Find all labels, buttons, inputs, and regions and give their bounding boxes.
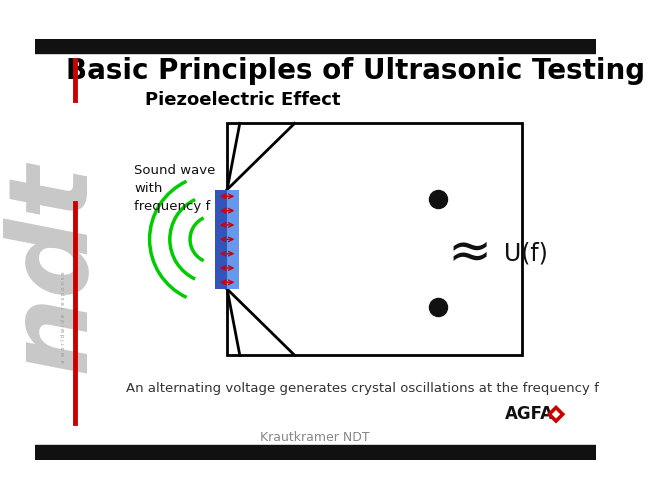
Text: Sound wave
with
frequency f: Sound wave with frequency f [134, 164, 216, 213]
Bar [215, 190, 227, 289]
Text: AGFA: AGFA [505, 405, 554, 423]
Text: U(f): U(f) [504, 241, 548, 265]
Bar [227, 190, 239, 289]
Bar [227, 124, 523, 355]
Polygon shape [552, 410, 560, 418]
Text: ≈: ≈ [447, 227, 491, 279]
Text: a  w o r l d w i d e   r e s p o n s e: a w o r l d w i d e r e s p o n s e [61, 271, 66, 363]
Text: An alternating voltage generates crystal oscillations at the frequency f: An alternating voltage generates crystal… [126, 382, 599, 395]
Text: ndt: ndt [0, 161, 107, 373]
Polygon shape [546, 405, 565, 423]
Text: Piezoelectric Effect: Piezoelectric Effect [145, 91, 340, 109]
Text: Basic Principles of Ultrasonic Testing: Basic Principles of Ultrasonic Testing [66, 57, 645, 85]
Text: Krautkramer NDT: Krautkramer NDT [260, 431, 370, 444]
